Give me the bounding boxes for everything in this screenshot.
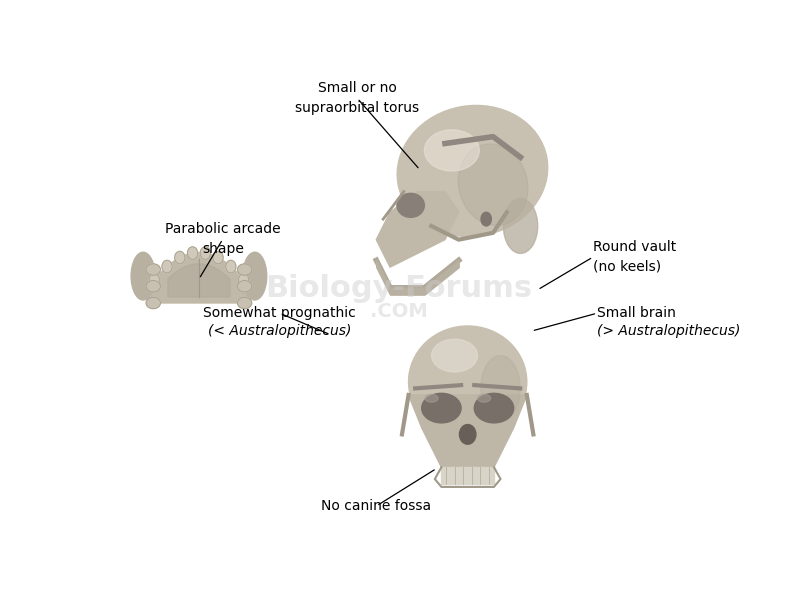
Ellipse shape (243, 252, 267, 300)
Ellipse shape (477, 394, 491, 402)
Text: Somewhat prognathic: Somewhat prognathic (203, 306, 356, 320)
Ellipse shape (458, 144, 528, 226)
Ellipse shape (481, 356, 520, 421)
Ellipse shape (238, 281, 252, 292)
Ellipse shape (146, 264, 160, 275)
Ellipse shape (200, 247, 211, 259)
Ellipse shape (409, 326, 527, 437)
Text: Small brain: Small brain (597, 306, 676, 320)
Text: (< Australopithecus): (< Australopithecus) (207, 324, 351, 338)
Text: Biology-Forums: Biology-Forums (266, 274, 532, 302)
Text: No canine fossa: No canine fossa (322, 499, 432, 513)
Text: Small or no
supraorbital torus: Small or no supraorbital torus (295, 82, 419, 115)
Polygon shape (377, 191, 459, 267)
Polygon shape (148, 253, 250, 303)
Ellipse shape (504, 199, 538, 253)
Ellipse shape (238, 264, 252, 275)
Ellipse shape (238, 298, 252, 308)
Text: Round vault
(no keels): Round vault (no keels) (593, 240, 677, 274)
Ellipse shape (149, 274, 160, 286)
Ellipse shape (226, 260, 236, 273)
Polygon shape (441, 467, 494, 484)
Ellipse shape (239, 274, 249, 286)
Ellipse shape (425, 130, 480, 171)
Polygon shape (409, 395, 527, 481)
Ellipse shape (481, 212, 492, 226)
Ellipse shape (131, 252, 155, 300)
Ellipse shape (397, 193, 425, 217)
Text: (> Australopithecus): (> Australopithecus) (597, 324, 741, 338)
Ellipse shape (425, 394, 438, 402)
Ellipse shape (175, 251, 185, 264)
Ellipse shape (397, 106, 547, 236)
Text: Parabolic arcade
shape: Parabolic arcade shape (165, 223, 281, 256)
Text: .COM: .COM (370, 302, 428, 322)
Ellipse shape (146, 298, 160, 308)
Ellipse shape (421, 394, 461, 423)
Polygon shape (168, 264, 230, 297)
Ellipse shape (146, 281, 160, 292)
Ellipse shape (460, 425, 476, 444)
Ellipse shape (162, 260, 172, 273)
Ellipse shape (213, 251, 223, 264)
Ellipse shape (188, 247, 198, 259)
Ellipse shape (432, 339, 477, 372)
Ellipse shape (474, 394, 514, 423)
